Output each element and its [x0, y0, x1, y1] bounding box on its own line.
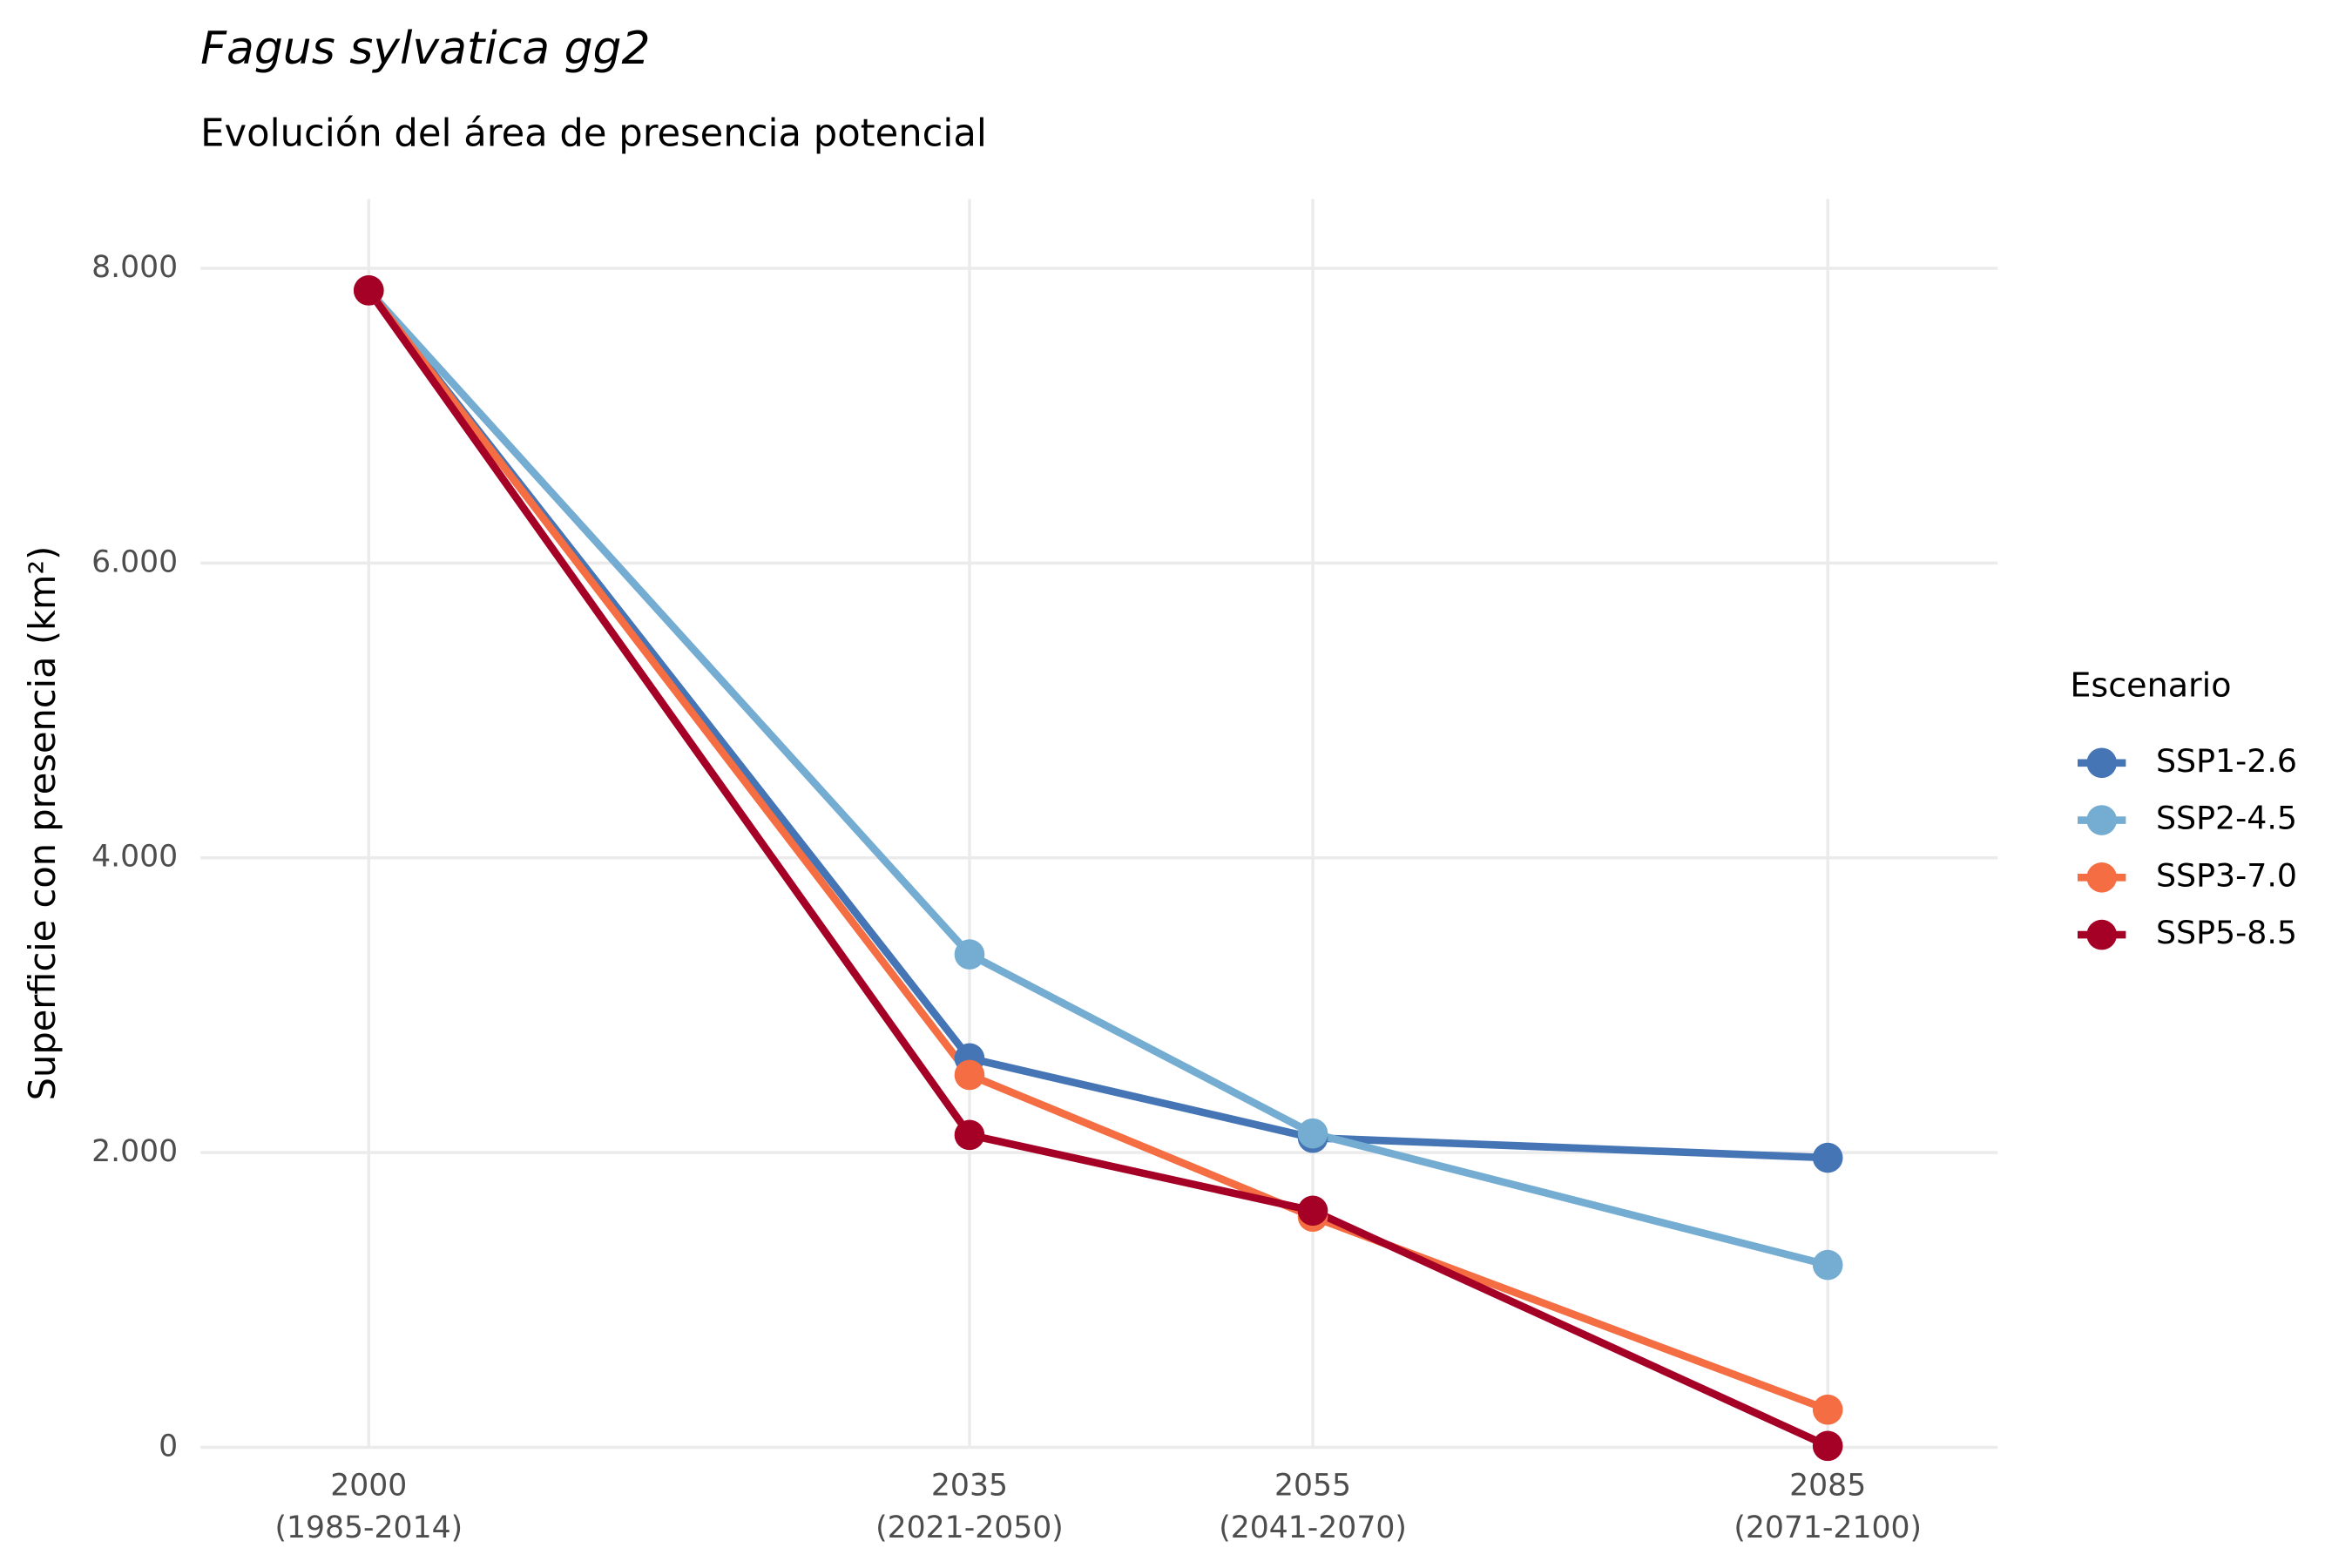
- data-point: [1812, 1430, 1843, 1462]
- series-line: [365, 287, 1829, 1414]
- data-point: [1812, 1394, 1843, 1425]
- x-tick-label: 2055: [1274, 1469, 1351, 1504]
- x-tick-period: (2021-2050): [875, 1511, 1064, 1545]
- legend-label: SSP2-4.5: [2156, 800, 2297, 837]
- y-tick-label: 8.000: [91, 250, 178, 285]
- series-line: [365, 287, 1828, 1162]
- data-point: [954, 1059, 985, 1091]
- data-point: [353, 275, 384, 306]
- y-tick-label: 4.000: [91, 840, 178, 875]
- chart-subtitle: Evolución del área de presencia potencia…: [200, 112, 987, 155]
- chart-title: Fagus sylvatica gg2: [200, 23, 650, 75]
- x-tick-label: 2000: [330, 1469, 407, 1504]
- legend-label: SSP5-8.5: [2156, 914, 2297, 951]
- series-line: [365, 287, 1829, 1450]
- x-tick-label: 2035: [931, 1469, 1008, 1504]
- series-line: [366, 287, 1829, 1269]
- data-point: [954, 939, 985, 970]
- data-point: [1812, 1249, 1843, 1281]
- x-tick-period: (2071-2100): [1734, 1511, 1922, 1545]
- data-point: [1297, 1195, 1328, 1227]
- x-tick-label: 2085: [1789, 1469, 1866, 1504]
- legend-label: SSP3-7.0: [2156, 856, 2297, 894]
- legend-marker: [2086, 862, 2117, 893]
- y-tick-label: 2.000: [91, 1134, 178, 1169]
- legend-title: Escenario: [2070, 666, 2231, 705]
- data-point: [1812, 1142, 1843, 1173]
- x-tick-period: (1985-2014): [274, 1511, 463, 1545]
- legend-marker: [2086, 919, 2117, 950]
- data-point: [954, 1119, 985, 1151]
- legend-marker: [2086, 805, 2117, 835]
- y-tick-label: 0: [159, 1429, 178, 1464]
- data-point: [1297, 1118, 1328, 1149]
- y-axis-title: Superficie con presencia (km²): [21, 546, 64, 1101]
- x-tick-period: (2041-2070): [1219, 1511, 1407, 1545]
- y-tick-label: 6.000: [91, 544, 178, 579]
- legend-marker: [2086, 747, 2117, 779]
- legend-label: SSP1-2.6: [2156, 742, 2297, 780]
